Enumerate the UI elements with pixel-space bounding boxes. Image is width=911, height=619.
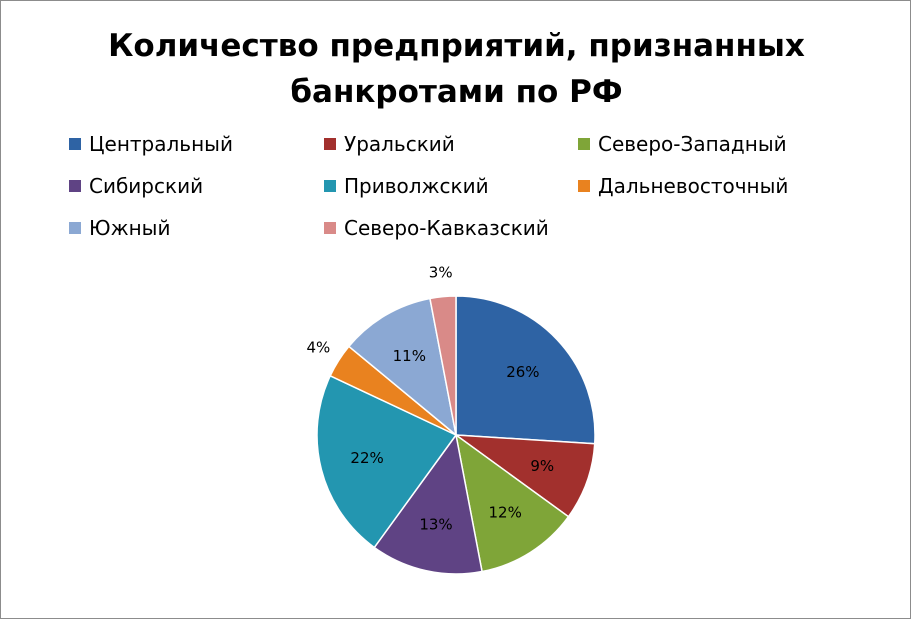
legend-swatch-tsentralny xyxy=(69,138,81,150)
pie-slice-severo-kavkazsky xyxy=(429,295,457,436)
legend-label-uralsky: Уральский xyxy=(344,132,455,156)
legend-swatch-yuzhny xyxy=(69,222,81,234)
legend-swatch-sibirsky xyxy=(69,180,81,192)
data-label-uralsky: 9% xyxy=(530,457,554,475)
legend-swatch-privolzhsky xyxy=(324,180,336,192)
pie-slice-severo-zapadny xyxy=(454,433,570,573)
legend-item-severo-kavkazsky: Северо-Кавказский xyxy=(324,215,549,241)
legend-swatch-uralsky xyxy=(324,138,336,150)
legend-label-sibirsky: Сибирский xyxy=(89,174,204,198)
legend-label-privolzhsky: Приволжский xyxy=(344,174,489,198)
legend-label-tsentralny: Центральный xyxy=(89,132,233,156)
data-label-yuzhny: 11% xyxy=(393,347,426,365)
data-label-sibirsky: 13% xyxy=(419,516,452,534)
legend-label-severo-kavkazsky: Северо-Кавказский xyxy=(344,216,549,240)
data-label-severo-zapadny: 12% xyxy=(489,504,522,522)
legend-swatch-dalnevostochny xyxy=(578,180,590,192)
legend-label-yuzhny: Южный xyxy=(89,216,171,240)
data-label-dalnevostochny: 4% xyxy=(307,339,331,357)
data-label-severo-kavkazsky: 3% xyxy=(429,264,453,282)
legend: Центральный Уральский Северо-Западный Си… xyxy=(1,1,911,251)
legend-item-severo-zapadny: Северо-Западный xyxy=(578,131,787,157)
legend-item-uralsky: Уральский xyxy=(324,131,455,157)
pie-slice-uralsky xyxy=(453,434,596,518)
chart-title: Количество предприятий, признанных банкр… xyxy=(1,23,911,115)
legend-swatch-severo-kavkazsky xyxy=(324,222,336,234)
legend-item-sibirsky: Сибирский xyxy=(69,173,203,199)
chart-title-line-1: Количество предприятий, признанных xyxy=(108,28,805,64)
legend-swatch-severo-zapadny xyxy=(578,138,590,150)
legend-label-severo-zapadny: Северо-Западный xyxy=(598,132,787,156)
pie-slice-tsentralny xyxy=(455,295,596,445)
legend-item-dalnevostochny: Дальневосточный xyxy=(578,173,788,199)
pie-slice-yuzhny xyxy=(347,297,458,437)
data-label-tsentralny: 26% xyxy=(506,363,539,381)
legend-item-yuzhny: Южный xyxy=(69,215,170,241)
legend-item-privolzhsky: Приволжский xyxy=(324,173,489,199)
legend-item-tsentralny: Центральный xyxy=(69,131,233,157)
legend-label-dalnevostochny: Дальневосточный xyxy=(598,174,789,198)
pie-slice-sibirsky xyxy=(373,433,483,575)
chart-title-line-2: банкротами по РФ xyxy=(290,74,623,110)
data-label-privolzhsky: 22% xyxy=(350,449,383,467)
